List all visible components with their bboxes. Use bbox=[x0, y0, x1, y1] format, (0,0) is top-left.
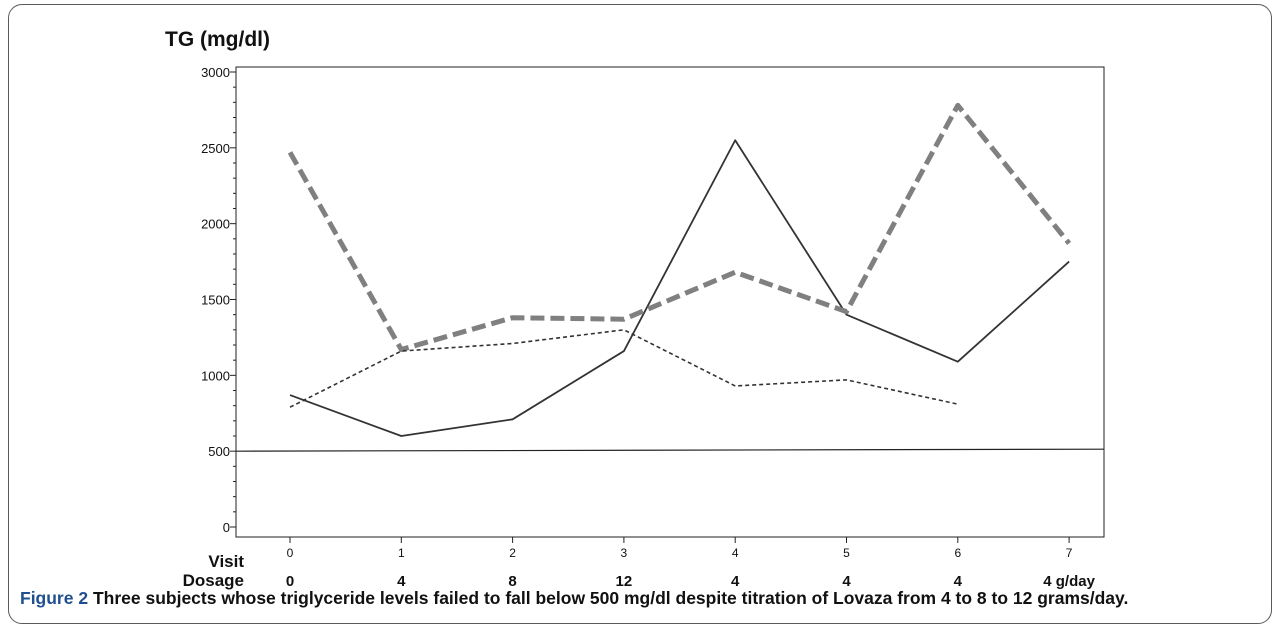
series-group bbox=[287, 102, 1072, 437]
series-line-3 bbox=[289, 329, 958, 408]
figure-caption: Figure 2 Three subjects whose triglyceri… bbox=[20, 588, 1270, 609]
y-tick-label: 500 bbox=[208, 444, 230, 459]
dosage-label: 4 bbox=[842, 573, 851, 590]
x-tick-label: 3 bbox=[621, 546, 628, 560]
y-tick-label: 2500 bbox=[201, 141, 230, 156]
x-tick-label: 6 bbox=[954, 546, 961, 560]
y-axis: 0 500 1000 1500 2000 2500 3000 bbox=[201, 65, 236, 535]
plot-area bbox=[235, 66, 1105, 538]
dosage-label: 12 bbox=[616, 573, 633, 590]
x-axis: 0 0 1 4 2 8 3 12 4 4 5 4 6 4 7 4 g/day bbox=[286, 537, 1096, 590]
x-tick-label: 0 bbox=[287, 546, 294, 560]
series-line-1 bbox=[289, 139, 1070, 437]
series-line-2 bbox=[287, 102, 1072, 353]
dosage-label: 0 bbox=[286, 573, 294, 590]
x-tick-label: 5 bbox=[843, 546, 850, 560]
visit-row-label: Visit bbox=[208, 552, 244, 571]
x-tick-label: 1 bbox=[398, 546, 405, 560]
y-tick-label: 2000 bbox=[201, 217, 230, 232]
x-tick-label: 4 bbox=[732, 546, 739, 560]
x-tick-label: 7 bbox=[1066, 546, 1073, 560]
caption-text: Three subjects whose triglyceride levels… bbox=[92, 588, 1129, 608]
y-tick-label: 3000 bbox=[201, 65, 230, 80]
dosage-label: 4 g/day bbox=[1043, 573, 1095, 590]
dosage-label: 4 bbox=[954, 573, 963, 590]
x-tick-label: 2 bbox=[509, 546, 516, 560]
y-axis-title: TG (mg/dl) bbox=[165, 28, 270, 51]
triglyceride-line-chart: TG (mg/dl) 0 500 1000 1500 2000 2500 3000 0 0 1 4… bbox=[165, 28, 1105, 590]
reference-line-500 bbox=[235, 448, 1105, 452]
y-tick-label: 0 bbox=[223, 520, 230, 535]
dosage-row-label: Dosage bbox=[183, 571, 244, 590]
y-tick-label: 1000 bbox=[201, 368, 230, 383]
dosage-label: 4 bbox=[731, 573, 740, 590]
reference-line-group bbox=[235, 448, 1105, 452]
caption-label: Figure 2 bbox=[20, 588, 89, 608]
dosage-label: 4 bbox=[397, 573, 406, 590]
dosage-label: 8 bbox=[508, 573, 516, 590]
y-tick-label: 1500 bbox=[201, 293, 230, 308]
